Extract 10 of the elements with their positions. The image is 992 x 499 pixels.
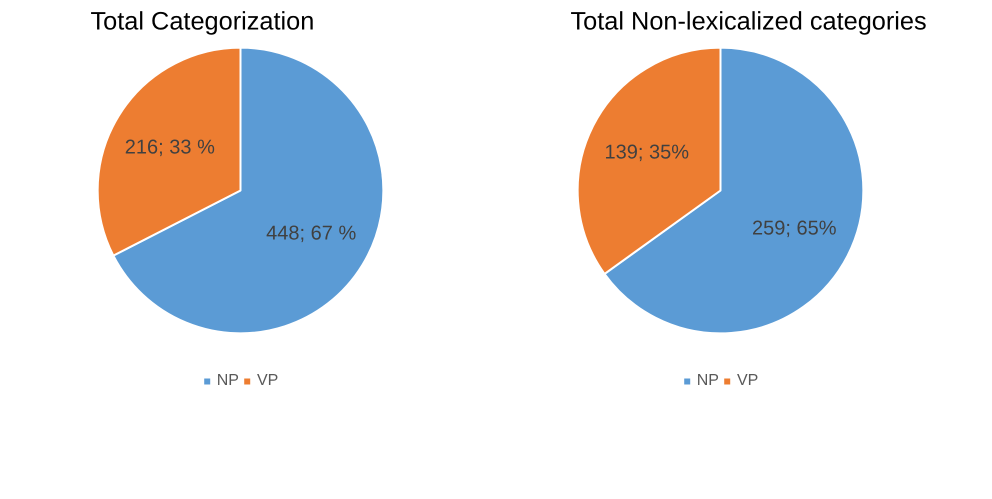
legend-label: VP (736, 372, 758, 390)
legend-label: NP (216, 372, 239, 390)
data-label: 139; 35% (604, 142, 690, 164)
data-label: 448; 67 % (266, 222, 356, 245)
chart-title: Total Categorization (90, 8, 314, 36)
data-label: 216; 33 % (124, 136, 216, 158)
legend-label: VP (256, 372, 278, 390)
data-label: 259; 65% (752, 217, 837, 240)
legend-label: NP (696, 372, 719, 390)
chart-title: Total Non-lexicalized categories (570, 8, 927, 36)
